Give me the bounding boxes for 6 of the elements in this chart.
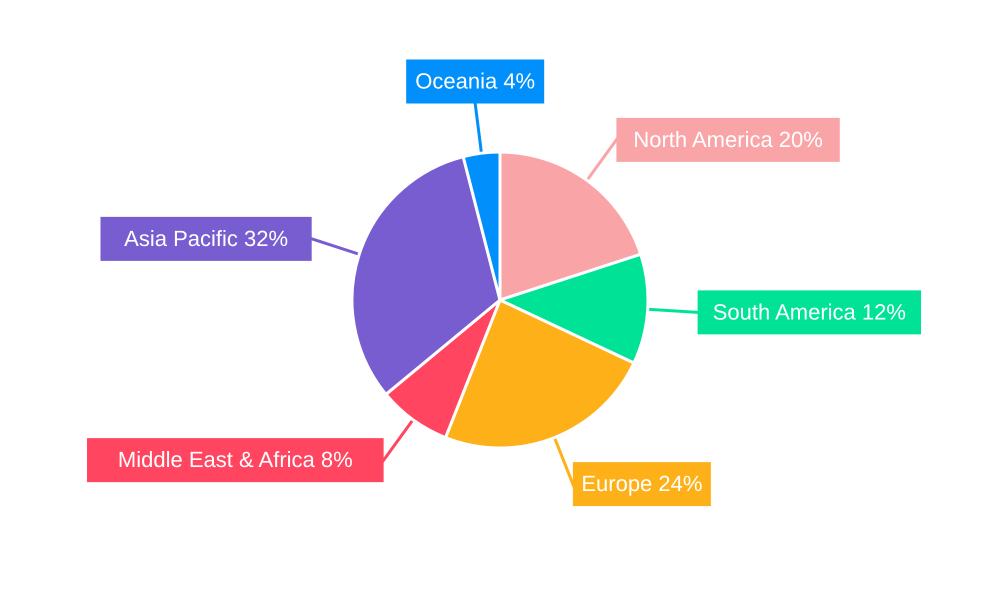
slice-label: Europe 24%: [581, 471, 702, 496]
slice-label: North America 20%: [633, 126, 823, 152]
slice-label: Asia Pacific 32%: [124, 226, 288, 251]
slice-label: South America 12%: [712, 299, 906, 324]
slice-label: Oceania 4%: [415, 68, 536, 94]
slice-label: Middle East & Africa 8%: [118, 447, 353, 472]
